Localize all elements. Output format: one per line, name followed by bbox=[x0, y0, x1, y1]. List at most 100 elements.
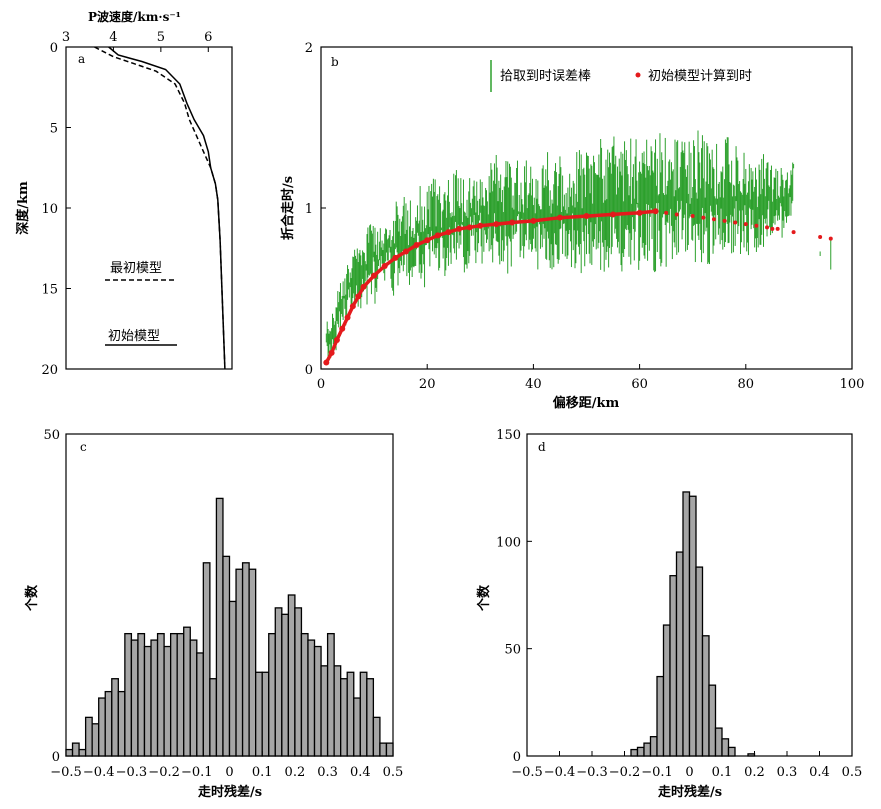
panel-d-bar bbox=[688, 495, 697, 757]
panel-c-bar bbox=[300, 632, 309, 757]
panel-a-label: a bbox=[78, 52, 85, 66]
panel-b-ytick-label: 1 bbox=[305, 202, 313, 217]
panel-c-bar bbox=[235, 568, 244, 757]
panel-b-ytick-label: 0 bbox=[305, 363, 313, 378]
panel-c-bar bbox=[326, 632, 335, 757]
panel-c-bar bbox=[320, 665, 329, 757]
panel-c-bar bbox=[340, 678, 348, 757]
panel-d-ytick-label: 50 bbox=[504, 643, 521, 658]
panel-a-ytick-label: 15 bbox=[41, 283, 58, 298]
panel-b-model-point bbox=[674, 212, 679, 217]
panel-c-bar bbox=[366, 678, 375, 757]
panel-c-ytick-label: 50 bbox=[43, 428, 60, 443]
panel-d-bar bbox=[708, 684, 717, 757]
panel-c-bar bbox=[385, 742, 394, 757]
panel-c-bar bbox=[353, 697, 361, 757]
panel-a-xtick-label: 3 bbox=[62, 30, 70, 45]
panel-b-model-point bbox=[791, 230, 796, 235]
panel-d-xtick-label: 0.2 bbox=[744, 765, 765, 780]
panel-c-ytick-label: 0 bbox=[52, 750, 60, 765]
panel-d-bar bbox=[636, 746, 645, 757]
panel-b-ylabel: 折合走时/s bbox=[280, 176, 296, 240]
panel-d-xtick-label: 0.5 bbox=[842, 765, 863, 780]
panel-a-xtick-label: 4 bbox=[109, 30, 117, 45]
panel-d-bar bbox=[747, 753, 756, 757]
panel-a-ytick-label: 10 bbox=[41, 202, 58, 217]
panel-d-xtick-label: −0.2 bbox=[609, 765, 641, 780]
panel-d-bar bbox=[656, 675, 665, 757]
panel-a-xtick-label: 6 bbox=[204, 30, 212, 45]
panel-b-xtick-label: 40 bbox=[525, 377, 542, 392]
panel-a-ytick-label: 20 bbox=[41, 363, 58, 378]
panel-d-xtick-label: −0.4 bbox=[544, 765, 576, 780]
panel-a-series-dashed bbox=[94, 46, 226, 370]
panel-b-model-point bbox=[818, 234, 823, 239]
panel-c-ylabel: 个数 bbox=[24, 584, 40, 612]
panel-b-model-point bbox=[733, 220, 738, 225]
panel-a-legend-dashed-label: 最初模型 bbox=[110, 261, 162, 276]
panel-c-bar bbox=[209, 678, 218, 757]
panel-c-label: c bbox=[80, 440, 87, 454]
panel-d-ytick-label: 100 bbox=[496, 535, 521, 550]
panel-d-xlabel: 走时残差/s bbox=[658, 784, 722, 800]
panel-c-bar bbox=[117, 690, 126, 757]
panel-b-legend-model-swatch bbox=[635, 72, 641, 78]
panel-c-bar bbox=[255, 671, 263, 757]
panel-c-bar bbox=[130, 639, 139, 757]
panel-c-xtick-label: 0.5 bbox=[383, 765, 404, 780]
panel-c-histogram: c 走时残差/s 个数 −0.5 −0.4 −0.3 −0.2 −0.1 0 0.1 0.2 0… bbox=[24, 428, 403, 800]
panel-c-bar bbox=[379, 742, 388, 757]
panel-c-bar bbox=[372, 716, 381, 757]
panel-b-model-point bbox=[828, 236, 833, 241]
panel-c-bar bbox=[78, 748, 87, 757]
panel-a-velocity-depth: a P波速度/km·s⁻¹ 深度/km 3 4 5 6 0 5 10 15 20 最初模型 初… bbox=[15, 9, 233, 378]
panel-c-bar bbox=[281, 613, 290, 757]
panel-b-xtick-label: 20 bbox=[419, 377, 436, 392]
panel-d-xtick-label: 0.3 bbox=[777, 765, 798, 780]
panel-c-xtick-label: −0.3 bbox=[116, 765, 148, 780]
panel-c-bar bbox=[189, 639, 198, 757]
panel-b-model-point bbox=[754, 223, 759, 228]
panel-c-bar bbox=[150, 639, 159, 757]
panel-c-bar bbox=[248, 568, 257, 757]
panel-a-xlabel: P波速度/km·s⁻¹ bbox=[88, 9, 181, 24]
panel-d-bar bbox=[675, 551, 684, 757]
panel-b-legend-errorbar-label: 拾取到时误差棒 bbox=[500, 69, 591, 84]
panel-b-xtick-label: 100 bbox=[840, 377, 865, 392]
panel-d-ytick-label: 0 bbox=[513, 750, 521, 765]
panel-c-bar bbox=[215, 497, 224, 757]
panel-c-bar bbox=[143, 645, 152, 757]
panel-b-xlabel: 偏移距/km bbox=[553, 395, 620, 411]
panel-c-xlabel: 走时残差/s bbox=[198, 784, 262, 800]
panel-c-xtick-label: 0.4 bbox=[350, 765, 371, 780]
panel-c-bar bbox=[84, 716, 93, 757]
panel-d-bar bbox=[669, 575, 678, 757]
panel-c-bar bbox=[176, 632, 185, 757]
panel-a-frame bbox=[65, 46, 233, 370]
panel-b-traveltime: b 偏移距/km 折合走时/s 0 20 40 60 80 100 0 1 2 拾取到时误差棒… bbox=[280, 41, 864, 411]
panel-c-bar bbox=[333, 665, 342, 757]
panel-d-bar bbox=[727, 746, 736, 757]
panel-a-legend-solid-label: 初始模型 bbox=[108, 329, 160, 344]
panel-c-bar bbox=[91, 723, 100, 757]
panel-c-xtick-label: −0.4 bbox=[83, 765, 115, 780]
panel-c-bar bbox=[294, 607, 303, 757]
panel-d-bar bbox=[701, 635, 710, 757]
panel-c-xtick-label: 0.3 bbox=[317, 765, 338, 780]
panel-c-bar bbox=[183, 626, 191, 757]
panel-d-xtick-label: −0.5 bbox=[511, 765, 543, 780]
panel-c-bar bbox=[71, 742, 80, 757]
panel-a-ytick-label: 0 bbox=[50, 41, 58, 56]
panel-d-bar bbox=[682, 491, 691, 757]
panel-b-model-point bbox=[690, 214, 695, 219]
panel-c-bar bbox=[274, 607, 283, 757]
panel-d-xtick-label: 0.1 bbox=[712, 765, 733, 780]
panel-d-label: d bbox=[538, 440, 546, 454]
panel-c-bar bbox=[261, 671, 270, 757]
panel-b-label: b bbox=[331, 55, 339, 69]
panel-a-series-solid bbox=[108, 46, 226, 370]
panel-c-bar bbox=[287, 594, 296, 757]
panel-b-model-point bbox=[701, 215, 706, 220]
panel-c-bar bbox=[137, 632, 146, 757]
